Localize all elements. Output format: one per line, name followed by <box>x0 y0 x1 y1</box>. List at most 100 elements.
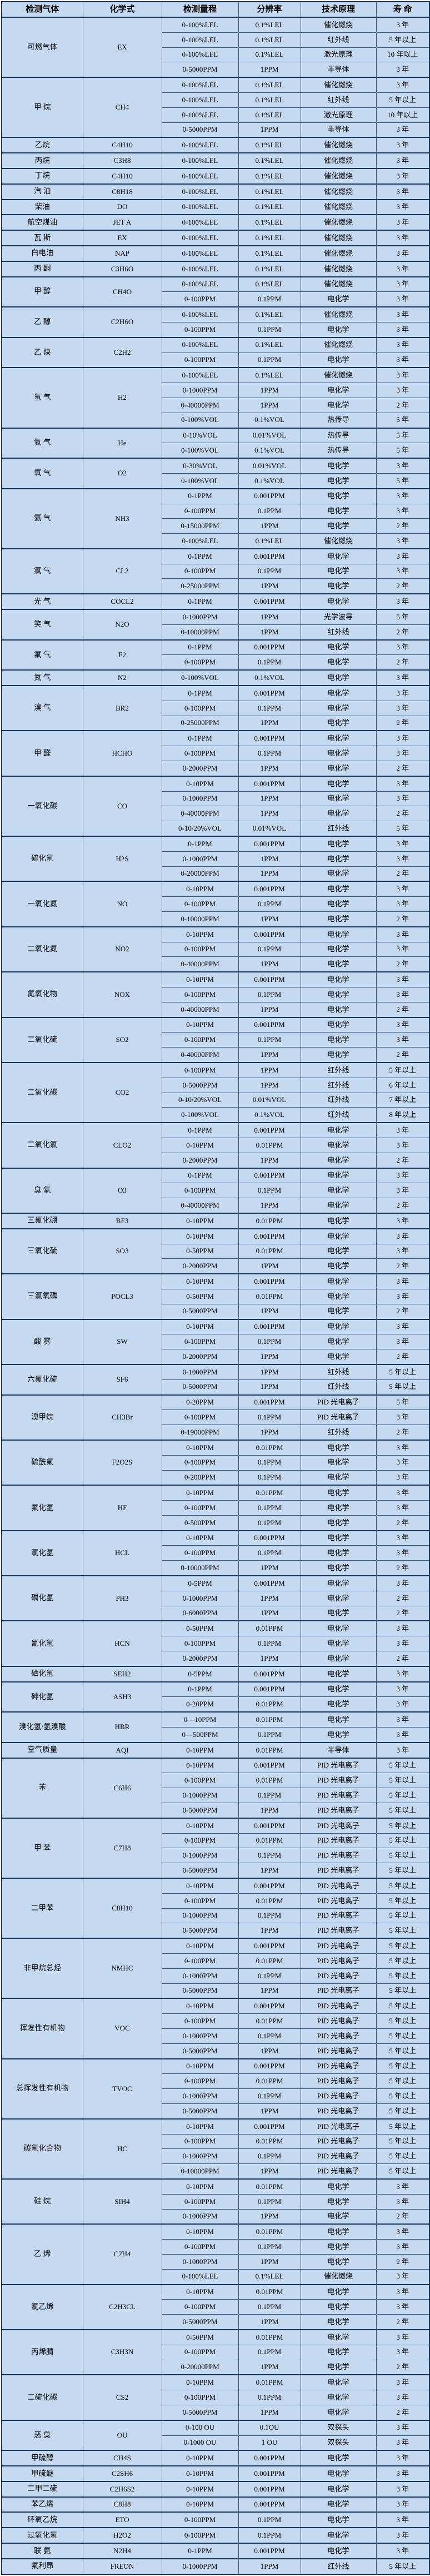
table-row: 氢 气 H2 0-100%LEL 0.1%LEL 催化燃烧 3 年 <box>1 367 430 429</box>
range-cell: 0-5000PPM <box>161 1803 239 1819</box>
table-row: 0-25000PPM 1PPM 电化学 2 年 <box>2 578 430 594</box>
resolution-cell: 0.1PPM <box>238 2193 301 2210</box>
table-row: 甲硫醇 CH4S 0-10PPM 0.001PPM 电化学 3 年 <box>1 2450 430 2466</box>
table-row: 0-100PPM 0.1PPM 电化学 3 年 <box>2 941 430 957</box>
lifespan-cell: 5 年以上 <box>376 2013 430 2029</box>
resolution-cell: 0.01PPM <box>238 2223 301 2240</box>
principle-cell: 电化学 <box>300 548 377 564</box>
table-row: 0-100%LEL 0.1%LEL 红外线 5 年以上 <box>2 92 430 108</box>
table-row: 乙烷 C4H10 0-100%LEL 0.1%LEL 催化燃烧 3 年 <box>1 137 430 153</box>
principle-cell: 电化学 <box>300 1334 377 1350</box>
gas-name-cell: 三氧化硫 <box>1 1228 83 1274</box>
resolution-cell: 0.01PPM <box>238 1620 301 1637</box>
table-row: 0-50PPM 0.01PPM 电化学 3 年 <box>2 1243 430 1259</box>
resolution-cell: 0.01PPM <box>238 1485 301 1501</box>
resolution-cell: 1PPM <box>238 1061 301 1078</box>
principle-cell: PID 光电离子 <box>300 1938 377 1954</box>
formula-cell: H2O2 <box>82 2527 162 2544</box>
range-cell: 0-10%VOL <box>161 427 239 444</box>
principle-cell: 催化燃烧 <box>300 77 377 93</box>
lifespan-cell: 2 年 <box>376 1590 430 1606</box>
range-cell: 0-40000PPM <box>161 1047 239 1063</box>
table-row: 酸 雾 SW 0-10PPM 0.001PPM 电化学 3 年 <box>1 1318 430 1365</box>
lifespan-cell: 3 年 <box>376 2450 430 2466</box>
principle-cell: 电化学 <box>300 1439 377 1456</box>
principle-cell: 催化燃烧 <box>300 260 377 277</box>
resolution-cell: 1PPM <box>238 1560 301 1576</box>
principle-cell: 电化学 <box>300 1047 377 1063</box>
range-cell: 0-100%LEL <box>161 47 239 63</box>
lifespan-cell: 3 年 <box>376 1741 430 1759</box>
resolution-cell: 0.1PPM <box>238 1032 301 1048</box>
gas-name-cell: 三氟化硼 <box>1 1212 83 1229</box>
principle-cell: 红外线 <box>300 1425 377 1441</box>
principle-cell: PID 光电离子 <box>300 2028 377 2044</box>
lifespan-cell: 5 年以上 <box>376 1363 430 1380</box>
lifespan-cell: 2 年 <box>376 397 430 413</box>
gas-name-cell: 氧 气 <box>1 458 83 489</box>
gas-name-cell: 白电油 <box>1 245 83 262</box>
lifespan-cell: 3 年 <box>376 1727 430 1743</box>
range-cell: 0-100PPM <box>161 2239 239 2255</box>
resolution-cell: 0.1PPM <box>238 2390 301 2405</box>
formula-cell: ETO <box>82 2512 162 2528</box>
gas-name-cell: 甲硫醚 <box>1 2465 83 2482</box>
resolution-cell: 1PPM <box>238 866 301 882</box>
gas-name-cell: 丙烯腈 <box>1 2329 83 2375</box>
principle-cell: 电化学 <box>300 2344 377 2360</box>
principle-cell: 电化学 <box>300 518 377 534</box>
range-cell: 0-100PPM <box>161 1183 239 1199</box>
formula-cell: SIH4 <box>82 2178 162 2225</box>
range-cell: 0-10PPM <box>161 2058 239 2074</box>
gas-name-cell: 恶 臭 <box>1 2419 83 2451</box>
resolution-cell: 0.01PPM <box>238 1893 301 1909</box>
range-cell: 0-10PPM <box>161 1485 239 1501</box>
resolution-cell: 0.1%LEL <box>238 77 301 93</box>
lifespan-cell: 2 年 <box>376 956 430 972</box>
table-row: 甲 苯 C7H8 0-10PPM 0.001PPM PID 光电离子 5 年以上 <box>1 1817 430 1879</box>
range-cell: 0-100%VOL <box>161 669 239 686</box>
formula-cell: OU <box>82 2419 162 2451</box>
table-row: 砷化氢 ASH3 0-1PPM 0.001PPM 电化学 3 年 <box>1 1681 430 1713</box>
resolution-cell: 0.1PPM <box>238 2028 301 2044</box>
resolution-cell: 1PPM <box>238 1425 301 1441</box>
principle-cell: 催化燃烧 <box>300 152 377 169</box>
table-row: 0-100PPM 0.01PPM PID 光电离子 5 年以上 <box>2 1953 430 1969</box>
range-cell: 0-5000PPM <box>161 122 239 138</box>
table-row: 0-100PPM 0.01PPM PID 光电离子 5 年以上 <box>2 1833 430 1849</box>
resolution-cell: 1PPM <box>238 806 301 822</box>
table-row: 恶 臭 OU 0-100 OU 0.1OU 双探头 3 年 <box>1 2419 430 2451</box>
principle-cell: 电化学 <box>300 775 377 792</box>
principle-cell: 电化学 <box>300 2254 377 2270</box>
table-row: 0—500PPM 0.1PPM 电化学 3 年 <box>2 1727 430 1743</box>
lifespan-cell: 3 年 <box>376 1439 430 1456</box>
lifespan-cell: 2 年 <box>376 866 430 882</box>
resolution-cell: 0.1PPM <box>238 2512 301 2528</box>
range-cell: 0-40000PPM <box>161 1198 239 1214</box>
principle-cell: PID 光电离子 <box>300 1998 377 2014</box>
table-row: 氟 气 F2 0-1PPM 0.001PPM 电化学 3 年 <box>1 639 430 671</box>
resolution-cell: 0.1%VOL <box>238 473 301 489</box>
lifespan-cell: 2 年 <box>376 578 430 594</box>
table-row: 0-100PPM 0.1PPM 电化学 3 年 <box>2 563 430 579</box>
resolution-cell: 1PPM <box>238 1590 301 1606</box>
formula-cell: C2H6O <box>82 306 162 338</box>
resolution-cell: 0.01PPM <box>238 2073 301 2089</box>
principle-cell: 催化燃烧 <box>300 198 377 215</box>
lifespan-cell: 3 年 <box>376 1455 430 1471</box>
resolution-cell: 0.001PPM <box>238 1998 301 2014</box>
resolution-cell: 0.1PPM <box>238 700 301 716</box>
principle-cell: PID 光电离子 <box>300 2118 377 2135</box>
range-cell: 0-20PPM <box>161 1394 239 1411</box>
range-cell: 0-100%VOL <box>161 412 239 429</box>
table-row: 0-100PPM 0.1PPM 电化学 3 年 <box>2 1545 430 1561</box>
range-cell: 0-100 OU <box>161 2419 239 2436</box>
lifespan-cell: 5 年 <box>376 412 430 429</box>
principle-cell: 电化学 <box>300 685 377 701</box>
formula-cell: NO2 <box>82 926 162 972</box>
table-row: 0-40000PPM 1PPM 电化学 2 年 <box>2 956 430 972</box>
principle-cell: 电化学 <box>300 1605 377 1621</box>
range-cell: 0-1000PPM <box>161 1788 239 1804</box>
principle-cell: 红外线 <box>300 1363 377 1380</box>
resolution-cell: 0.1%LEL <box>238 183 301 200</box>
